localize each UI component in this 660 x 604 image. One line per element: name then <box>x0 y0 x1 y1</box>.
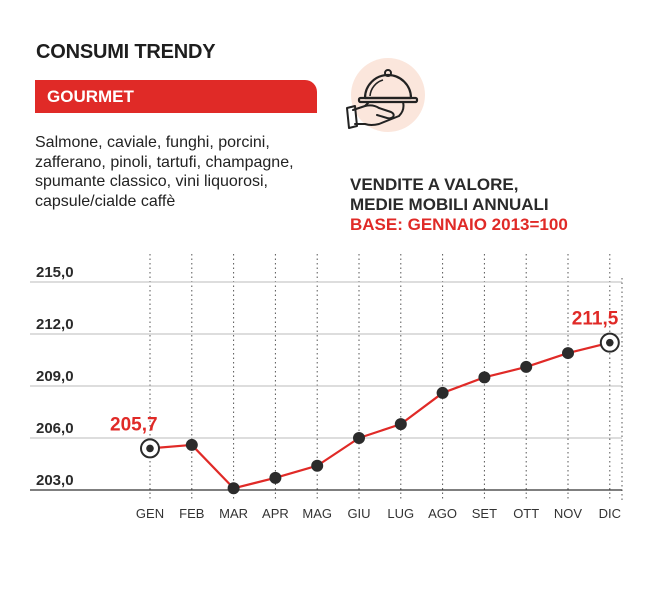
highlight-point <box>146 444 154 453</box>
x-tick-label: GIU <box>347 506 370 521</box>
y-tick-label: 209,0 <box>36 368 74 385</box>
data-point <box>562 347 574 360</box>
series-line <box>149 341 611 490</box>
y-tick-label: 215,0 <box>36 264 74 281</box>
data-point <box>478 371 491 384</box>
x-tick-label: LUG <box>387 506 414 521</box>
data-point <box>311 459 324 472</box>
x-tick-label: NOV <box>554 506 583 521</box>
x-tick-label: FEB <box>179 506 204 521</box>
data-point <box>436 386 449 399</box>
x-tick-label: APR <box>262 506 289 521</box>
x-tick-label: AGO <box>428 506 457 521</box>
product-description: Salmone, caviale, funghi, porcini, zaffe… <box>35 134 294 210</box>
chart-subtitle-line2: MEDIE MOBILI ANNUALI <box>350 195 549 214</box>
data-point <box>520 360 533 373</box>
data-point <box>227 482 240 495</box>
x-tick-label: MAG <box>302 506 332 521</box>
chart-base-note: BASE: GENNAIO 2013=100 <box>350 215 568 234</box>
y-tick-label: 212,0 <box>36 316 74 333</box>
cloche-serving-icon <box>343 58 433 138</box>
highlight-point <box>606 338 614 347</box>
data-point <box>269 471 282 484</box>
data-label: 205,7 <box>110 414 158 435</box>
x-tick-label: OTT <box>513 506 539 521</box>
data-point <box>394 418 407 431</box>
data-label: 211,5 <box>572 309 619 330</box>
x-tick-label: GEN <box>136 506 164 521</box>
x-tick-label: MAR <box>219 506 248 521</box>
data-point <box>353 432 365 444</box>
x-tick-label: SET <box>472 506 497 521</box>
data-point <box>185 438 198 451</box>
page-title: CONSUMI TRENDY <box>36 41 216 63</box>
chart-subtitle-line1: VENDITE A VALORE, <box>350 175 519 194</box>
y-tick-label: 206,0 <box>36 420 74 437</box>
x-tick-label: DIC <box>599 506 621 521</box>
category-tag: GOURMET <box>35 80 317 113</box>
category-tag-label: GOURMET <box>47 87 134 106</box>
y-tick-label: 203,0 <box>36 472 74 489</box>
